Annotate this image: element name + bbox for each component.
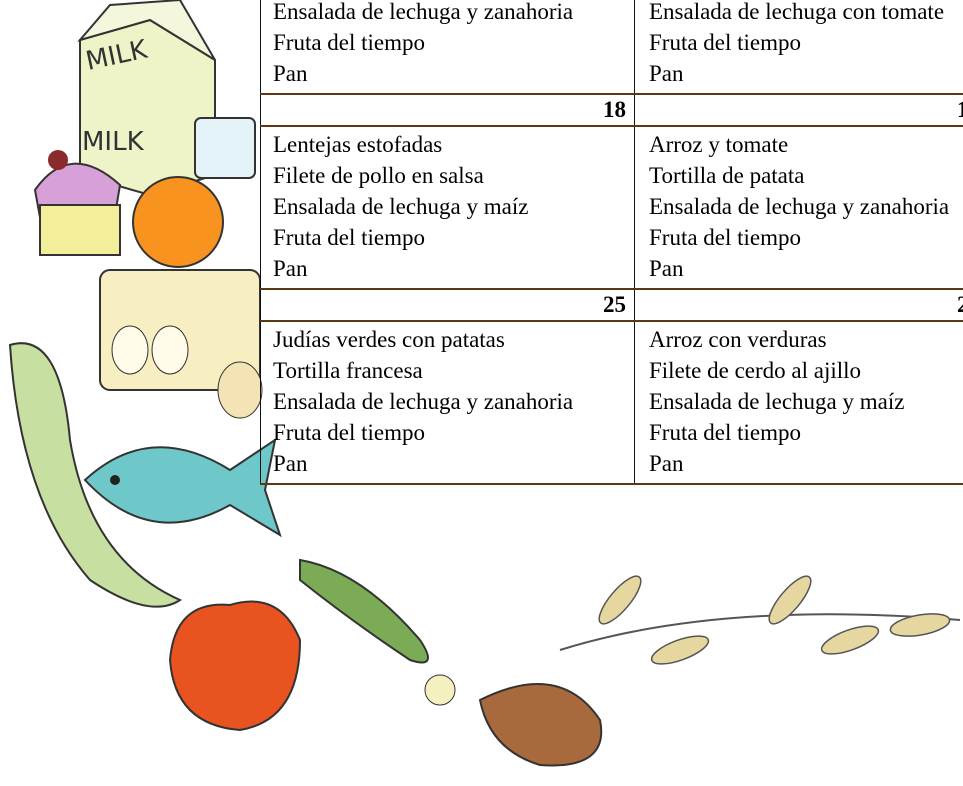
orange — [132, 176, 224, 268]
menu-cell: Arroz y tomate Tortilla de patata Ensalada… — [634, 126, 963, 290]
bone — [424, 674, 456, 706]
dish: Arroz y tomate — [649, 132, 789, 157]
menu-cell: Ensalada de lechuga con tomate Fruta del … — [634, 0, 963, 95]
dish: Fruta del tiempo — [273, 225, 426, 250]
egg — [217, 361, 263, 419]
dish: Pan — [273, 61, 308, 86]
egg — [151, 325, 189, 375]
egg — [111, 325, 149, 375]
dish: Pan — [649, 256, 684, 281]
day-number: 26 — [634, 289, 963, 322]
menu-row: Lentejas estofadas Filete de pollo en sal… — [260, 126, 963, 290]
fish — [83, 437, 282, 538]
dish: Ensalada de lechuga y zanahoria — [649, 194, 950, 219]
pea-pod — [299, 558, 429, 664]
menu-cell: Ensalada de lechuga y zanahoria Fruta del… — [260, 0, 635, 95]
drumstick — [478, 683, 603, 767]
menu-table: Ensalada de lechuga y zanahoria Fruta del… — [260, 0, 963, 485]
dish: Ensalada de lechuga y zanahoria — [273, 389, 574, 414]
wheat — [598, 575, 951, 665]
dish: Judías verdes con patatas — [273, 327, 505, 352]
dish: Filete de pollo en salsa — [273, 163, 484, 188]
dish: Lentejas estofadas — [273, 132, 443, 157]
menu-cell: Lentejas estofadas Filete de pollo en sal… — [260, 126, 635, 290]
day-number: 19 — [634, 94, 963, 127]
dish: Ensalada de lechuga y maíz — [649, 389, 905, 414]
glass — [194, 117, 256, 179]
dish: Fruta del tiempo — [273, 420, 426, 445]
fish-eye — [110, 475, 120, 485]
menu-row: Judías verdes con patatas Tortilla france… — [260, 321, 963, 485]
cupcake-base — [39, 204, 121, 256]
dish: Pan — [649, 451, 684, 476]
dish: Pan — [649, 61, 684, 86]
menu-cell: Judías verdes con patatas Tortilla france… — [260, 321, 635, 485]
menu-row: Ensalada de lechuga y zanahoria Fruta del… — [260, 0, 963, 95]
carton-label: MILK — [82, 127, 145, 157]
dish: Ensalada de lechuga y zanahoria — [273, 0, 574, 24]
dish: Ensalada de lechuga con tomate — [649, 0, 945, 24]
day-number: 18 — [260, 94, 635, 127]
dish: Fruta del tiempo — [273, 30, 426, 55]
dish: Ensalada de lechuga y maíz — [273, 194, 529, 219]
carton-top — [77, 0, 216, 61]
dish: Fruta del tiempo — [649, 225, 802, 250]
dish: Arroz con verduras — [649, 327, 827, 352]
dish: Fruta del tiempo — [649, 420, 802, 445]
dish: Filete de cerdo al ajillo — [649, 358, 862, 383]
dish: Tortilla de patata — [649, 163, 805, 188]
dish: Tortilla francesa — [273, 358, 423, 383]
cherry — [48, 150, 68, 170]
menu-cell: Arroz con verduras Filete de cerdo al aji… — [634, 321, 963, 485]
day-number: 25 — [260, 289, 635, 322]
wheat-stem — [559, 613, 961, 651]
dish: Pan — [273, 256, 308, 281]
apple — [168, 600, 302, 732]
dish: Fruta del tiempo — [649, 30, 802, 55]
day-row: 1819 — [260, 94, 963, 127]
pea-pod — [8, 342, 183, 608]
day-row: 2526 — [260, 289, 963, 322]
dish: Pan — [273, 451, 308, 476]
